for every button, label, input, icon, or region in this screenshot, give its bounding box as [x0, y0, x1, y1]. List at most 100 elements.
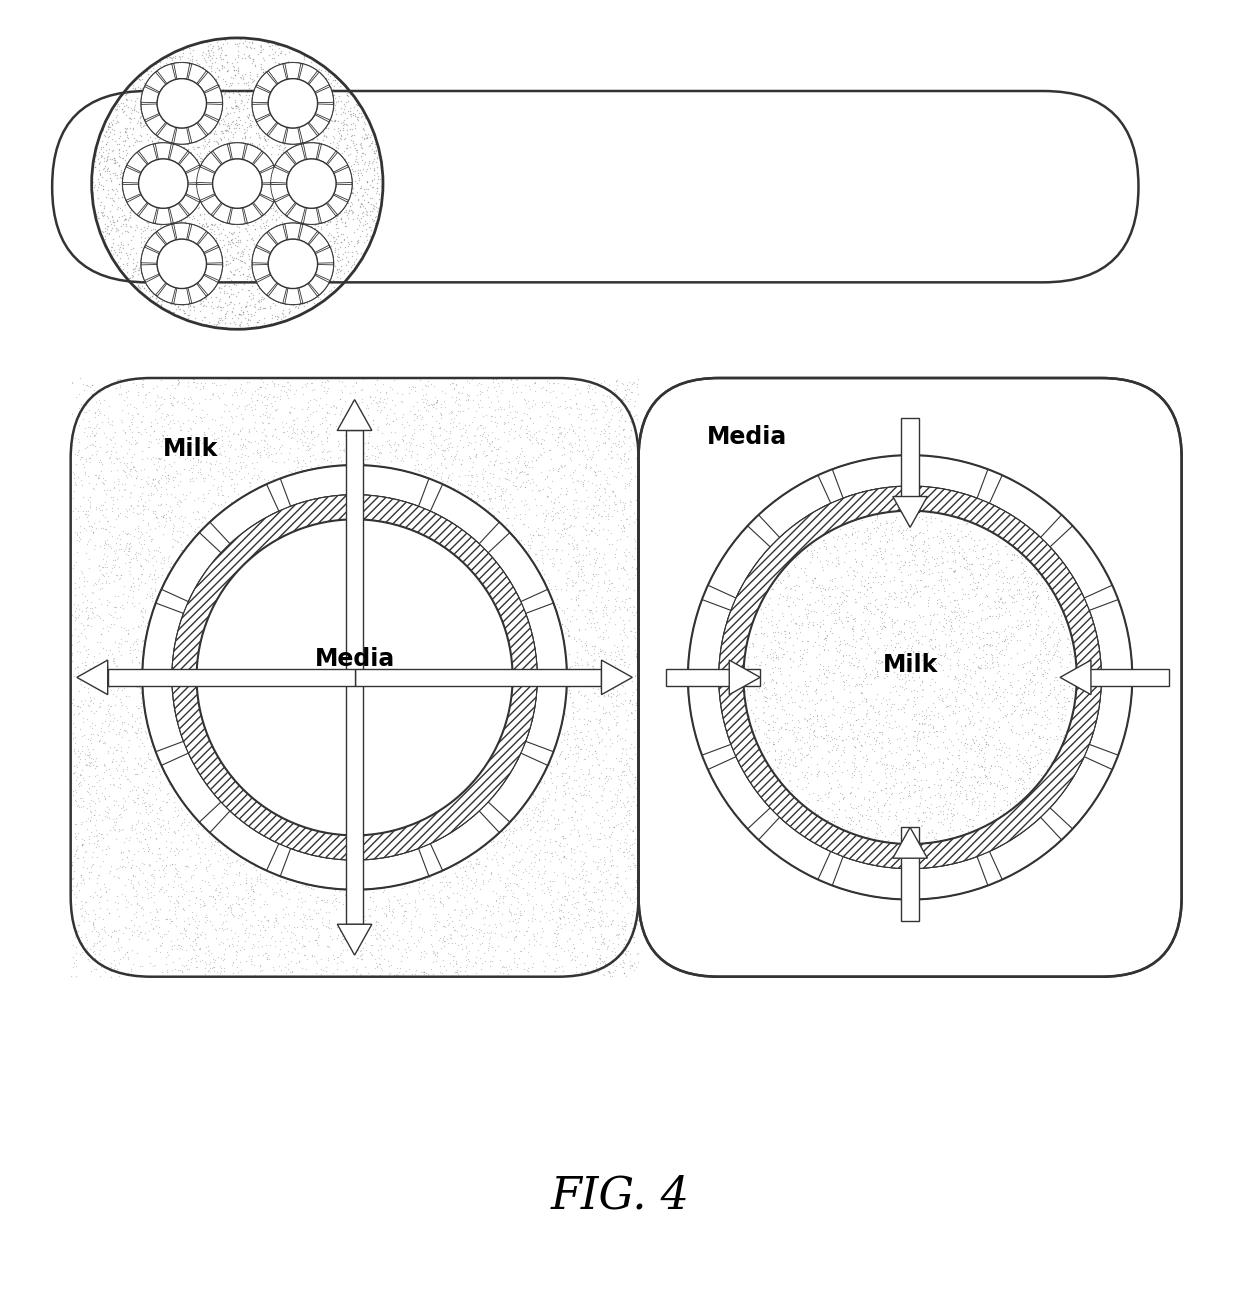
Point [1023, 628, 1043, 649]
Point [234, 612, 254, 632]
Point [780, 627, 800, 648]
Point [329, 610, 348, 631]
Point [370, 926, 389, 946]
Point [811, 705, 831, 725]
Point [820, 543, 839, 564]
Point [157, 378, 177, 398]
Point [915, 756, 935, 777]
Point [105, 447, 125, 468]
Point [954, 548, 973, 569]
Point [975, 750, 994, 771]
Point [320, 240, 340, 261]
Point [430, 544, 450, 565]
Point [223, 762, 243, 782]
Point [616, 944, 636, 965]
Point [356, 787, 376, 808]
Point [515, 403, 534, 424]
Point [505, 855, 525, 875]
Point [350, 424, 370, 445]
Point [143, 158, 162, 178]
Point [443, 416, 463, 437]
Point [184, 548, 203, 569]
Point [140, 564, 160, 584]
Point [254, 169, 274, 190]
Point [83, 915, 103, 936]
Point [89, 418, 109, 438]
Point [112, 234, 131, 255]
Point [615, 411, 635, 432]
Point [205, 555, 224, 575]
Point [262, 742, 281, 763]
Point [227, 694, 247, 715]
Point [485, 539, 505, 560]
Point [237, 372, 257, 393]
Point [542, 701, 562, 721]
Point [838, 725, 858, 746]
Point [140, 727, 160, 747]
Point [117, 89, 136, 110]
Point [439, 433, 459, 454]
Point [203, 221, 223, 242]
Point [275, 546, 295, 566]
Point [553, 862, 573, 883]
Point [119, 561, 139, 582]
Point [289, 84, 309, 105]
Point [146, 477, 166, 498]
Point [131, 131, 151, 151]
Point [404, 569, 424, 590]
Point [510, 688, 529, 709]
Point [227, 385, 247, 406]
Point [154, 504, 174, 525]
Point [503, 497, 523, 517]
Point [200, 45, 219, 66]
Point [435, 458, 455, 478]
Point [109, 724, 129, 745]
Point [366, 219, 386, 239]
Point [596, 661, 616, 681]
Point [466, 921, 486, 941]
Point [213, 272, 233, 292]
Wedge shape [243, 144, 262, 164]
Point [94, 675, 114, 696]
Point [955, 548, 975, 569]
Point [393, 429, 413, 450]
Point [180, 244, 200, 265]
Point [239, 36, 259, 57]
Point [232, 213, 252, 234]
Point [151, 824, 171, 844]
Point [386, 441, 405, 462]
Point [384, 802, 404, 822]
Point [580, 600, 600, 621]
Point [604, 817, 624, 838]
Point [477, 431, 497, 451]
Point [91, 729, 110, 750]
Point [89, 856, 109, 877]
Point [138, 772, 157, 793]
Point [299, 189, 319, 209]
Point [160, 556, 180, 577]
Point [224, 159, 244, 180]
Point [340, 732, 360, 753]
Point [268, 480, 288, 500]
Point [202, 53, 222, 74]
Point [222, 494, 242, 515]
Point [233, 775, 253, 795]
Point [102, 926, 122, 946]
Point [825, 613, 844, 634]
Point [815, 593, 835, 614]
Point [410, 831, 430, 852]
Point [255, 906, 275, 927]
Point [92, 175, 112, 195]
Point [541, 763, 560, 784]
Point [539, 440, 559, 460]
Point [233, 777, 253, 798]
Point [303, 428, 322, 449]
Point [924, 680, 944, 701]
Point [298, 436, 317, 456]
Point [315, 106, 335, 127]
Point [365, 924, 384, 945]
Point [244, 822, 264, 843]
Point [554, 781, 574, 802]
Point [185, 176, 205, 197]
Point [257, 729, 277, 750]
